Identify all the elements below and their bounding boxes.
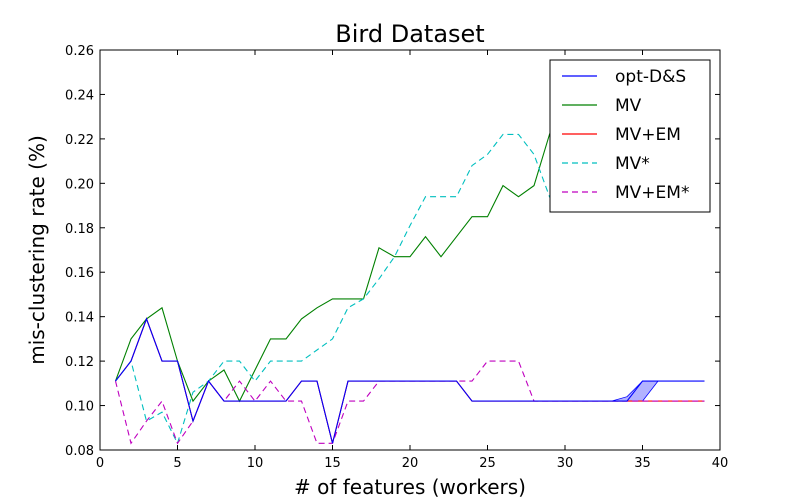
y-tick-label: 0.10 bbox=[65, 400, 94, 415]
x-tick-label: 10 bbox=[247, 456, 264, 471]
legend-label-0: opt-D&S bbox=[615, 67, 686, 87]
y-tick-label: 0.08 bbox=[65, 444, 94, 459]
x-tick-label: 40 bbox=[712, 456, 729, 471]
x-tick-label: 15 bbox=[324, 456, 341, 471]
axis-ticks: 0 5 10 15 20 25 30 35 40 0.08 0.10 0.12 0.14 0.16 0.18… bbox=[65, 44, 728, 471]
legend-label-2: MV+EM bbox=[615, 125, 681, 145]
y-tick-label: 0.26 bbox=[65, 44, 94, 59]
legend-label-3: MV* bbox=[615, 154, 650, 174]
x-tick-label: 5 bbox=[173, 456, 181, 471]
x-axis-label: # of features (workers) bbox=[294, 475, 526, 499]
y-tick-label: 0.14 bbox=[65, 311, 94, 326]
y-tick-label: 0.16 bbox=[65, 266, 94, 281]
legend-label-4: MV+EM* bbox=[615, 183, 689, 203]
series-line-4 bbox=[114, 360, 705, 445]
y-axis-label: mis-clustering rate (%) bbox=[25, 135, 49, 365]
y-tick-label: 0.24 bbox=[65, 88, 94, 103]
legend: opt-D&S MV MV+EM MV* MV+EM* bbox=[549, 59, 711, 213]
y-tick-label: 0.20 bbox=[65, 177, 94, 192]
x-tick-label: 30 bbox=[557, 456, 574, 471]
y-tick-label: 0.12 bbox=[65, 355, 94, 370]
x-tick-label: 25 bbox=[479, 456, 496, 471]
chart-title: Bird Dataset bbox=[335, 20, 484, 48]
x-tick-label: 20 bbox=[402, 456, 419, 471]
y-tick-label: 0.18 bbox=[65, 222, 94, 237]
series-line-0 bbox=[115, 317, 705, 444]
legend-label-1: MV bbox=[615, 96, 642, 116]
y-tick-label: 0.22 bbox=[65, 133, 94, 148]
legend-box bbox=[549, 59, 711, 213]
x-tick-label: 35 bbox=[634, 456, 651, 471]
x-tick-label: 0 bbox=[96, 456, 104, 471]
